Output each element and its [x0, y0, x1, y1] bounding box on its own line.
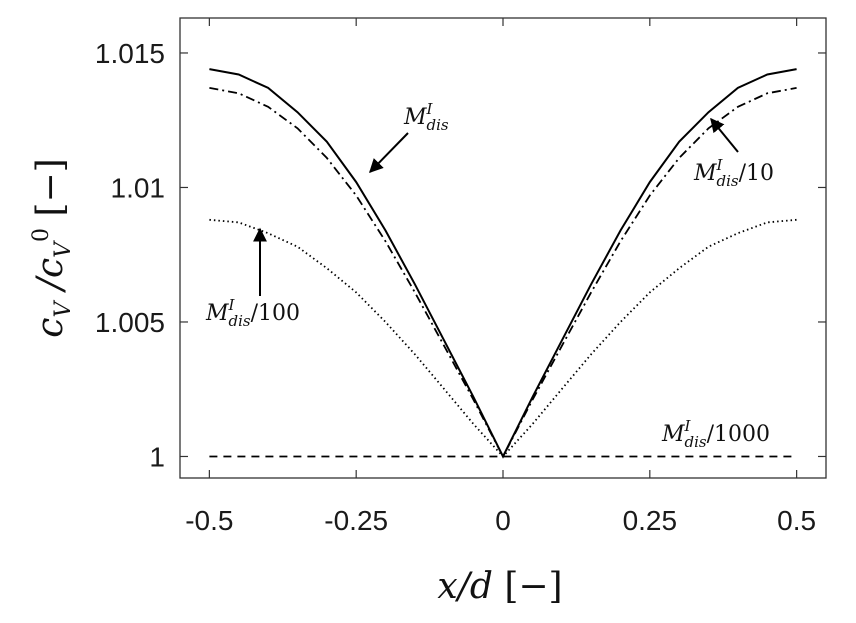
y-axis-title: cV /cV0 [−] — [29, 158, 76, 337]
x-axis-title: x/d [−] — [437, 566, 562, 607]
y-tick-label: 1.015 — [95, 38, 165, 69]
x-tick-label: 0.25 — [623, 505, 678, 536]
x-tick-labels: -0.5 -0.25 0 0.25 0.5 — [185, 505, 816, 536]
annotations: MI dis MI dis/10 MI dis/100 MI dis/1000 — [205, 100, 774, 451]
series-line-1 — [209, 87, 797, 459]
plot-frame — [179, 17, 827, 479]
y-tick-label: 1.005 — [95, 307, 165, 338]
svg-text:cV /cV0 [−]: cV /cV0 [−] — [29, 158, 76, 337]
series-lines — [209, 68, 797, 459]
annotation-label-3: MI dis/1000 — [661, 417, 770, 451]
y-tick-labels: 1 1.005 1.01 1.015 — [95, 38, 165, 473]
x-tick-label: 0 — [495, 505, 511, 536]
y-tick-label: 1 — [149, 441, 165, 472]
series-line-2 — [209, 218, 797, 458]
annotation-arrow-mdis — [369, 132, 409, 174]
axis-ticks — [180, 18, 826, 478]
x-tick-label: -0.25 — [324, 505, 388, 536]
annotation-label-2: MI dis/100 — [205, 296, 300, 330]
annotation-label-1: MI dis/10 — [693, 156, 774, 190]
x-tick-label: 0.5 — [777, 505, 816, 536]
annotation-arrow-mdis-10 — [710, 117, 739, 153]
annotation-label-0: MI dis — [403, 100, 449, 134]
y-tick-label: 1.01 — [111, 172, 166, 203]
x-tick-label: -0.5 — [185, 505, 233, 536]
